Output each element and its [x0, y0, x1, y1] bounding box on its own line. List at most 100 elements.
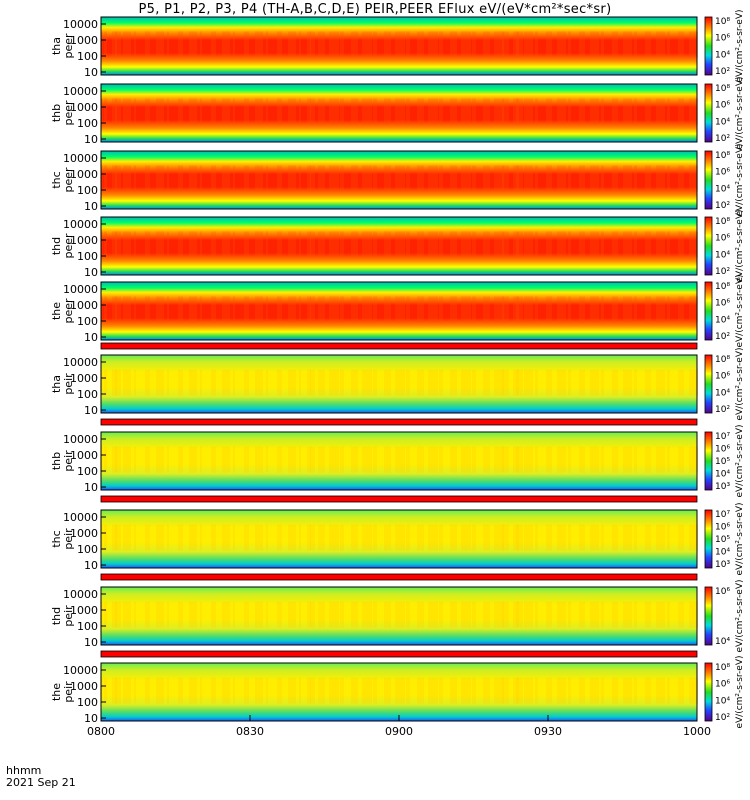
y-tick-label: 100: [77, 50, 98, 63]
colorbar-tick-label: 10⁷: [715, 432, 730, 442]
y-tick-label: 10000: [63, 356, 98, 369]
y-tick-label: 1000: [70, 527, 98, 540]
spectrogram-thd-peir: [101, 587, 697, 645]
colorbar-tick-label: 10⁸: [715, 217, 730, 227]
y-tick-label: 10: [84, 712, 98, 725]
colorbar-tick-label: 10⁴: [715, 250, 730, 260]
panel-frame: [100, 216, 698, 276]
y-tick-label: 10000: [63, 664, 98, 677]
panel-frame: [100, 354, 698, 414]
spectrogram-thc-peir: [101, 510, 697, 568]
y-tick-label: 100: [77, 184, 98, 197]
colorbar: [704, 281, 713, 341]
colorbar-tick-label: 10²: [715, 332, 730, 342]
time-axis-caption: hhmm 2021 Sep 21: [6, 765, 76, 789]
y-tick-label: 1000: [70, 604, 98, 617]
colorbar: [704, 216, 713, 276]
colorbar-tick-label: 10⁸: [715, 282, 730, 292]
colorbar-unit-label: eV/(cm²-s-sr-eV): [735, 502, 745, 575]
y-tick-label: 10: [84, 266, 98, 279]
panel-frame: [100, 83, 698, 143]
y-tick-label: 100: [77, 315, 98, 328]
x-tick-label: 0900: [385, 725, 413, 738]
panel-frame: [100, 150, 698, 210]
panel-product-label: peir: [62, 528, 75, 550]
panel-product-label: peer: [62, 167, 75, 193]
panel-probe-label: the: [50, 683, 63, 701]
spectrogram-tha-peir: [101, 355, 697, 413]
y-tick-label: 10: [84, 66, 98, 79]
colorbar-tick-label: 10⁴: [715, 637, 730, 647]
colorbar-tick-label: 10³: [715, 482, 730, 492]
colorbar-tick-label: 10⁸: [715, 151, 730, 161]
y-tick-label: 100: [77, 696, 98, 709]
spectrogram-the-peir: [101, 663, 697, 721]
x-tick-label: 0930: [534, 725, 562, 738]
panel-product-label: peir: [62, 681, 75, 703]
colorbar-tick-label: 10²: [715, 713, 730, 723]
colorbar-tick-label: 10⁵: [715, 535, 730, 545]
spectrogram-the-peer: [101, 282, 697, 340]
colorbar-tick-label: 10⁴: [715, 388, 730, 398]
spectrogram-thb-peer: [101, 84, 697, 142]
y-tick-label: 1000: [70, 101, 98, 114]
colorbar: [704, 150, 713, 210]
y-tick-label: 100: [77, 250, 98, 263]
y-tick-label: 1000: [70, 168, 98, 181]
colorbar-tick-label: 10⁶: [715, 234, 730, 244]
colorbar-tick-label: 10⁴: [715, 548, 730, 558]
y-tick-label: 10000: [63, 218, 98, 231]
colorbar-tick-label: 10⁴: [715, 117, 730, 127]
colorbar: [704, 586, 713, 646]
colorbar-unit-label: eV/(cm²-s-sr-eV): [735, 9, 745, 82]
colorbar: [704, 354, 713, 414]
colorbar-tick-label: 10⁴: [715, 50, 730, 60]
colorbar-tick-label: 10⁶: [715, 34, 730, 44]
panel-frame: [100, 431, 698, 491]
colorbar: [704, 509, 713, 569]
colorbar-unit-label: eV/(cm²-s-sr-eV): [735, 579, 745, 652]
y-tick-label: 10000: [63, 511, 98, 524]
colorbar-tick-label: 10⁵: [715, 457, 730, 467]
y-tick-label: 10: [84, 404, 98, 417]
panel-product-label: peir: [62, 605, 75, 627]
panel-probe-label: thd: [50, 607, 63, 625]
y-tick-label: 1000: [70, 372, 98, 385]
colorbar-unit-label: eV/(cm²-s-sr-eV): [735, 76, 745, 149]
colorbar-tick-label: 10⁸: [715, 355, 730, 365]
panel-probe-label: tha: [50, 37, 63, 55]
colorbar-tick-label: 10²: [715, 134, 730, 144]
chart-title: P5, P1, P2, P3, P4 (TH-A,B,C,D,E) PEIR,P…: [138, 2, 612, 17]
y-tick-label: 10000: [63, 85, 98, 98]
y-tick-label: 10000: [63, 18, 98, 31]
panel-probe-label: thd: [50, 237, 63, 255]
y-tick-label: 10000: [63, 283, 98, 296]
colorbar-tick-label: 10⁴: [715, 470, 730, 480]
colorbar-tick-label: 10³: [715, 560, 730, 570]
colorbar-tick-label: 10⁸: [715, 84, 730, 94]
y-tick-label: 100: [77, 543, 98, 556]
colorbar-tick-label: 10²: [715, 67, 730, 77]
y-tick-label: 10000: [63, 588, 98, 601]
y-tick-label: 10: [84, 559, 98, 572]
y-tick-label: 10: [84, 133, 98, 146]
colorbar-tick-label: 10⁷: [715, 510, 730, 520]
panel-product-label: peir: [62, 450, 75, 472]
panel-probe-label: thb: [50, 104, 63, 122]
separator-bar: [100, 342, 698, 350]
separator-bar: [100, 573, 698, 581]
x-tick-label: 0830: [236, 725, 264, 738]
colorbar: [704, 83, 713, 143]
colorbar-unit-label: eV/(cm²-s-sr-eV): [735, 655, 745, 728]
y-tick-label: 100: [77, 388, 98, 401]
colorbar-tick-label: 10⁴: [715, 696, 730, 706]
panel-frame: [100, 586, 698, 646]
y-tick-label: 1000: [70, 299, 98, 312]
colorbar-unit-label: eV/(cm²-s-sr-eV): [735, 209, 745, 282]
y-tick-label: 10: [84, 200, 98, 213]
panel-product-label: peer: [62, 233, 75, 259]
colorbar-unit-label: eV/(cm²-s-sr-eV): [735, 424, 745, 497]
panel-product-label: peer: [62, 298, 75, 324]
spectrogram-thb-peir: [101, 432, 697, 490]
colorbar-unit-label: eV/(cm²-s-sr-eV): [735, 143, 745, 216]
